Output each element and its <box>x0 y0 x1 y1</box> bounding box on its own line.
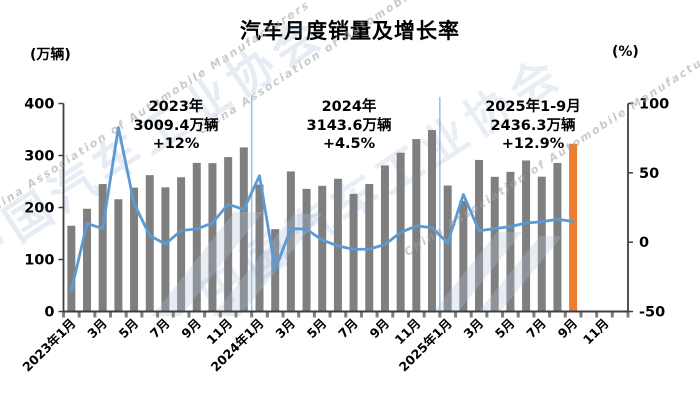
x-axis-label: 2023年1月 <box>19 316 78 375</box>
right-axis-tick-label: 100 <box>639 97 669 113</box>
x-axis-label: 7月 <box>335 316 361 342</box>
watermark-swoosh <box>478 236 562 312</box>
bar <box>427 130 436 312</box>
right-axis-tick-label: 0 <box>639 235 649 251</box>
annotation-growth: +12% <box>152 136 200 152</box>
annotation-year: 2025年1-9月 <box>485 99 581 115</box>
bar <box>145 175 154 312</box>
bar <box>302 188 311 312</box>
bar <box>459 200 468 312</box>
bar <box>537 176 546 312</box>
bar-highlight <box>569 143 578 312</box>
bar <box>161 187 170 312</box>
growth-line <box>69 126 575 293</box>
x-axis-label: 3月 <box>84 316 110 342</box>
bar <box>208 163 217 312</box>
bar <box>506 171 515 312</box>
annotation-2024: 2024年 3143.6万辆 +4.5% <box>254 98 444 154</box>
bar <box>114 199 123 312</box>
x-axis-label: 7月 <box>147 316 173 342</box>
x-axis-label: 7月 <box>523 316 549 342</box>
left-axis-tick-label: 300 <box>24 149 54 165</box>
x-axis-label: 9月 <box>366 316 392 342</box>
right-axis-tick-label: 50 <box>639 166 659 182</box>
watermark-swoosh <box>212 214 322 316</box>
annotation-total: 2436.3万辆 <box>490 117 576 134</box>
bar <box>490 176 499 312</box>
x-axis-label: 5月 <box>304 316 330 342</box>
bar <box>224 157 233 312</box>
x-axis-label: 9月 <box>178 316 204 342</box>
annotation-growth: +4.5% <box>322 136 376 152</box>
x-axis-label: 5月 <box>492 316 518 342</box>
watermark-swoosh <box>152 212 263 316</box>
annotation-growth: +12.9% <box>501 136 565 152</box>
right-axis-tick-label: -50 <box>639 305 665 321</box>
x-axis-label: 11月 <box>580 316 612 348</box>
bar <box>67 225 76 312</box>
bar <box>443 185 452 312</box>
bar <box>130 187 139 312</box>
bar <box>83 208 92 312</box>
bar <box>475 159 484 312</box>
left-axis-tick-label: 0 <box>44 305 54 321</box>
bar <box>286 171 295 312</box>
annotation-2023: 2023年 3009.4万辆 +12% <box>81 98 271 154</box>
annotation-total: 3143.6万辆 <box>306 117 392 134</box>
watermark-swoosh <box>433 232 522 312</box>
bar <box>239 147 248 312</box>
bar <box>255 184 264 312</box>
bar <box>98 184 107 312</box>
bar <box>553 162 562 312</box>
bar <box>380 165 389 312</box>
x-axis-label: 3月 <box>461 316 487 342</box>
annotation-year: 2024年 <box>321 99 377 115</box>
chart-title: 汽车月度销量及增长率 <box>240 19 460 43</box>
left-axis-tick-label: 400 <box>24 97 54 113</box>
annotation-2025: 2025年1-9月 2436.3万辆 +12.9% <box>438 98 628 154</box>
left-axis-tick-label: 100 <box>24 253 54 269</box>
annotation-year: 2023年 <box>148 99 204 115</box>
bar <box>177 177 186 312</box>
right-axis-unit-label: (%) <box>612 44 639 60</box>
x-axis-label: 3月 <box>272 316 298 342</box>
annotation-total: 3009.4万辆 <box>133 117 219 134</box>
bar <box>522 160 531 312</box>
left-axis-unit-label: (万辆) <box>30 47 71 63</box>
bar <box>192 162 201 312</box>
bar <box>318 185 327 312</box>
left-axis-tick-label: 200 <box>24 201 54 217</box>
bar <box>349 193 358 312</box>
x-axis-label: 9月 <box>555 316 581 342</box>
x-axis-label: 5月 <box>116 316 142 342</box>
